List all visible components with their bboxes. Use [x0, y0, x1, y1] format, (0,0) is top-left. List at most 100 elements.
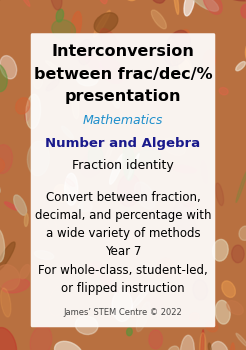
Ellipse shape [236, 62, 246, 71]
Ellipse shape [136, 302, 150, 332]
Ellipse shape [51, 0, 62, 10]
Ellipse shape [163, 138, 185, 155]
Ellipse shape [121, 0, 140, 1]
Text: Year 7: Year 7 [105, 245, 141, 258]
Ellipse shape [245, 0, 246, 6]
Ellipse shape [151, 10, 166, 29]
Ellipse shape [16, 98, 30, 114]
Ellipse shape [34, 251, 54, 260]
Ellipse shape [93, 10, 110, 37]
Ellipse shape [55, 341, 83, 350]
Ellipse shape [229, 343, 235, 350]
Ellipse shape [131, 150, 161, 166]
Ellipse shape [169, 39, 177, 66]
Ellipse shape [77, 72, 98, 86]
Text: or flipped instruction: or flipped instruction [61, 282, 185, 295]
Ellipse shape [222, 281, 235, 298]
Ellipse shape [27, 141, 49, 176]
Ellipse shape [122, 64, 136, 93]
Ellipse shape [62, 126, 74, 139]
Ellipse shape [49, 286, 67, 316]
Text: a wide variety of methods: a wide variety of methods [46, 227, 200, 240]
Ellipse shape [0, 63, 7, 92]
Ellipse shape [45, 61, 61, 72]
Ellipse shape [78, 201, 92, 212]
Ellipse shape [172, 165, 196, 173]
Ellipse shape [26, 94, 41, 129]
Ellipse shape [0, 157, 5, 174]
Ellipse shape [171, 29, 189, 58]
Ellipse shape [72, 95, 79, 119]
Text: James’ STEM Centre © 2022: James’ STEM Centre © 2022 [64, 308, 182, 317]
Ellipse shape [179, 57, 192, 79]
Ellipse shape [201, 330, 204, 350]
Ellipse shape [100, 58, 124, 83]
Ellipse shape [210, 342, 229, 350]
Ellipse shape [0, 229, 5, 262]
Ellipse shape [127, 328, 132, 336]
Text: For whole-class, student-led,: For whole-class, student-led, [38, 264, 208, 276]
Ellipse shape [167, 346, 179, 350]
Ellipse shape [184, 0, 195, 16]
Ellipse shape [206, 321, 218, 332]
FancyBboxPatch shape [31, 33, 215, 327]
Ellipse shape [131, 286, 150, 309]
Text: Number and Algebra: Number and Algebra [46, 136, 200, 149]
Ellipse shape [65, 178, 75, 187]
Ellipse shape [78, 40, 93, 65]
Ellipse shape [174, 202, 196, 238]
Ellipse shape [88, 263, 97, 278]
Ellipse shape [47, 216, 57, 232]
Ellipse shape [118, 174, 140, 206]
Ellipse shape [14, 195, 27, 215]
Ellipse shape [200, 333, 206, 350]
Ellipse shape [184, 203, 195, 206]
Ellipse shape [236, 333, 246, 346]
Ellipse shape [71, 12, 82, 39]
Ellipse shape [191, 0, 218, 11]
Ellipse shape [149, 330, 162, 349]
Ellipse shape [236, 171, 246, 202]
Ellipse shape [33, 73, 43, 89]
Text: Interconversion: Interconversion [52, 44, 194, 59]
Ellipse shape [208, 343, 211, 350]
Ellipse shape [0, 145, 13, 174]
Text: presentation: presentation [65, 89, 181, 104]
Ellipse shape [180, 335, 194, 350]
Ellipse shape [1, 288, 11, 317]
Ellipse shape [241, 4, 246, 18]
Ellipse shape [0, 56, 17, 79]
Ellipse shape [109, 154, 124, 184]
Ellipse shape [84, 193, 99, 220]
Ellipse shape [203, 50, 215, 71]
Text: Fraction identity: Fraction identity [72, 159, 174, 172]
Ellipse shape [215, 300, 230, 324]
Text: between frac/dec/%: between frac/dec/% [34, 66, 212, 82]
Ellipse shape [65, 173, 78, 205]
Ellipse shape [215, 183, 224, 205]
Ellipse shape [173, 0, 179, 14]
Ellipse shape [0, 328, 16, 350]
Ellipse shape [104, 141, 114, 164]
Ellipse shape [81, 151, 104, 177]
Ellipse shape [99, 273, 119, 292]
Ellipse shape [88, 145, 103, 170]
Ellipse shape [227, 301, 243, 315]
Ellipse shape [193, 280, 207, 300]
Ellipse shape [75, 316, 98, 335]
Ellipse shape [150, 0, 166, 3]
Ellipse shape [54, 184, 71, 202]
Ellipse shape [5, 202, 18, 210]
Ellipse shape [52, 20, 76, 40]
Ellipse shape [112, 290, 132, 321]
Ellipse shape [226, 0, 246, 1]
Ellipse shape [164, 30, 190, 66]
Ellipse shape [135, 182, 155, 209]
Ellipse shape [32, 206, 35, 220]
Ellipse shape [219, 88, 228, 95]
Text: Convert between fraction,: Convert between fraction, [46, 191, 200, 204]
Ellipse shape [56, 9, 64, 22]
Ellipse shape [24, 214, 28, 226]
Ellipse shape [84, 52, 107, 78]
Ellipse shape [0, 265, 20, 290]
